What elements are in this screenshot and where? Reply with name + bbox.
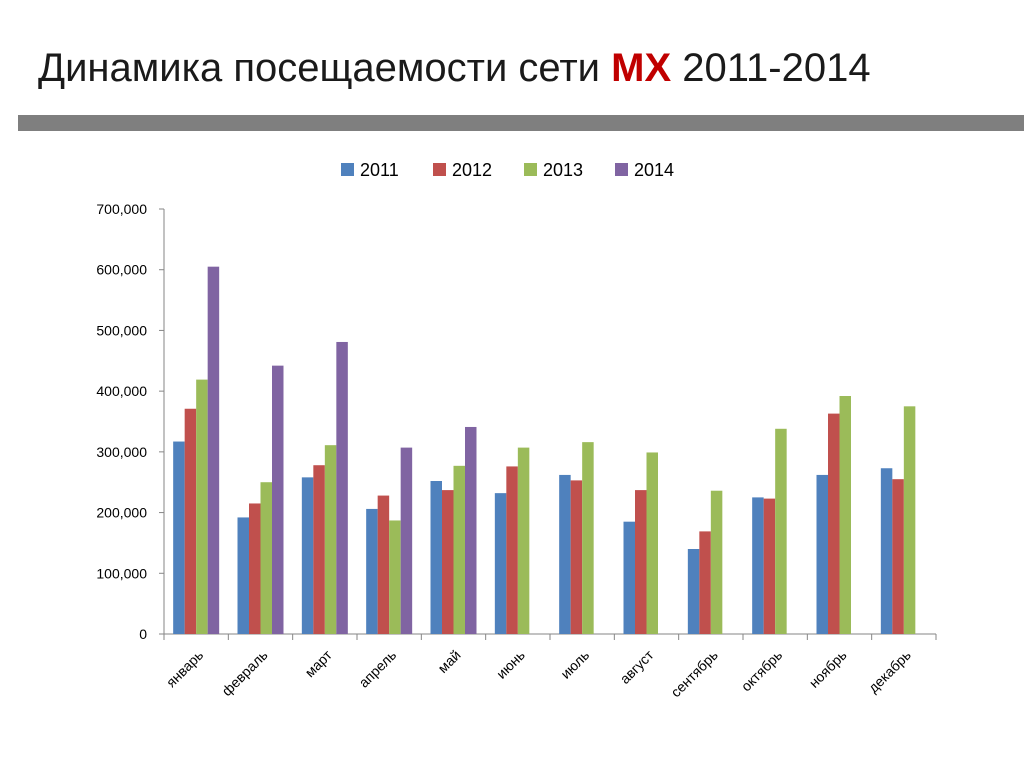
bar-2014-4 [400,447,413,634]
title-suffix: 2011-2014 [671,46,871,90]
x-category-label: март [301,646,335,680]
x-category-label: май [434,647,463,676]
bar-2011-7 [559,474,571,634]
x-category-label: июль [557,647,592,682]
bar-2013-2 [260,482,272,634]
title-prefix: Динамика посещаемости сети [38,46,612,90]
bar-2014-1 [207,266,220,634]
y-axis: 0 100,000 200,000 300,000 400,000 500,000 600,… [96,201,165,642]
y-tick-label: 200,000 [96,505,147,521]
title-divider-bar [0,115,1024,131]
chart-legend: 2011 2012 2013 2014 [341,160,674,180]
x-category-label: январь [163,647,206,690]
slide-title: Динамика посещаемости сети МХ 2011-2014 [38,46,871,91]
bar-2013-9 [710,490,723,634]
legend-label-2014: 2014 [634,160,674,180]
legend-swatch-2014 [615,163,628,176]
legend-swatch-2011 [341,163,354,176]
bar-2013-8 [646,452,658,634]
bar-2011-4 [366,508,378,634]
bar-2012-2 [249,503,261,634]
bar-2012-4 [377,495,390,634]
y-tick-label: 700,000 [96,201,147,217]
x-category-label: октябрь [738,647,785,694]
bar-2014-5 [465,426,477,634]
bar-2013-11 [839,396,851,634]
bar-2012-12 [892,479,904,634]
bar-2012-6 [506,466,518,634]
x-category-label: апрель [355,647,399,691]
bar-2011-1 [173,441,185,634]
bar-2014-2 [272,365,284,634]
bar-2014-3 [336,341,348,634]
x-category-label: июнь [493,647,528,682]
x-axis: январь февраль март апрель май июнь июль август… [163,633,937,700]
bar-2011-8 [623,521,635,634]
bars-group [173,266,916,634]
bar-2011-9 [687,549,700,634]
legend-label-2012: 2012 [452,160,492,180]
bar-2012-7 [570,480,583,634]
bar-2013-5 [453,465,465,634]
y-tick-label: 400,000 [96,383,147,399]
bar-2013-10 [775,428,787,634]
bar-2013-1 [196,379,208,634]
bar-2011-10 [752,497,764,634]
title-accent: МХ [611,46,672,90]
bar-2011-6 [494,493,507,634]
bar-2013-6 [517,447,530,634]
bar-2013-12 [903,406,916,634]
y-tick-label: 300,000 [96,444,147,460]
bar-2011-11 [816,474,828,634]
y-tick-label: 100,000 [96,565,147,581]
bar-2012-9 [699,531,711,634]
x-category-label: сентябрь [667,647,720,700]
bar-2011-2 [237,517,249,634]
x-category-label: август [617,646,657,686]
bar-2011-3 [301,477,314,634]
bar-2012-11 [828,413,840,634]
legend-label-2011: 2011 [360,160,399,180]
x-category-label: февраль [218,647,270,699]
bar-2013-3 [324,445,337,634]
legend-swatch-2013 [524,163,537,176]
y-tick-label: 0 [139,626,147,642]
y-tick-label: 500,000 [96,322,147,338]
x-category-label: декабрь [865,647,914,696]
bar-2012-10 [763,498,776,634]
legend-swatch-2012 [433,163,446,176]
legend-label-2013: 2013 [543,160,583,180]
bar-2011-5 [430,481,442,634]
bar-2012-3 [313,465,325,634]
bar-2012-1 [184,408,197,634]
bar-2012-8 [635,490,647,634]
bar-2013-7 [582,442,594,634]
bar-2013-4 [389,520,401,634]
x-category-label: ноябрь [806,647,850,691]
y-tick-label: 600,000 [96,262,147,278]
bar-2012-5 [442,490,454,634]
bar-2011-12 [880,468,893,634]
